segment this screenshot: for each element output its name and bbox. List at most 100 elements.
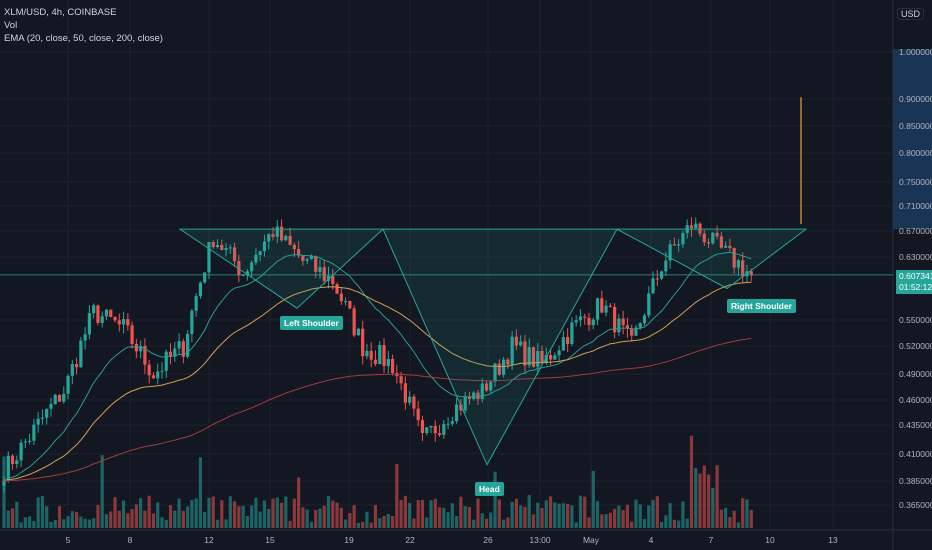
volume-bar-155 (664, 515, 668, 528)
volume-bar-9 (40, 496, 45, 528)
volume-bar-173 (741, 498, 745, 528)
left-shoulder-label: Left Shoulder (280, 316, 343, 330)
candle-158 (677, 239, 681, 252)
candle-66 (284, 234, 288, 242)
candle-18 (79, 336, 83, 368)
volume-bar-43 (186, 506, 190, 528)
volume-bar-90 (386, 514, 390, 528)
volume-bar-45 (194, 498, 198, 528)
candle-20 (87, 305, 91, 340)
current-price-value: 0.607341 (899, 271, 932, 281)
candle-body-11 (49, 404, 53, 409)
candle-107 (459, 399, 463, 416)
volume-bar-56 (241, 505, 245, 528)
volume-bar-115 (493, 471, 497, 528)
candle-59 (254, 248, 258, 265)
candle-body-164 (702, 233, 706, 243)
candle-body-168 (719, 236, 723, 248)
volume-bar-88 (378, 518, 382, 528)
candle-body-109 (467, 396, 472, 399)
candle-103 (442, 420, 446, 439)
candle-body-8 (36, 418, 40, 425)
candle-147 (630, 324, 634, 342)
volume-legend[interactable]: Vol (4, 20, 18, 31)
volume-bar-2 (10, 508, 15, 528)
x-tick-0: 5 (66, 535, 71, 545)
candle-54 (232, 242, 237, 267)
volume-bar-1 (6, 510, 10, 528)
volume-bar-8 (36, 497, 40, 528)
candle-138 (591, 317, 595, 330)
y-tick-12: 0.800000 (899, 148, 932, 158)
candle-134 (574, 315, 578, 327)
chart-legend: XLM/USD, 4h, COINBASE Vol EMA (20, close… (4, 6, 163, 45)
volume-bar-114 (489, 512, 493, 528)
candle-24 (104, 309, 109, 320)
candle-53 (228, 244, 232, 254)
candle-body-126 (540, 351, 544, 364)
candle-body-141 (604, 305, 608, 313)
candle-80 (344, 297, 348, 306)
currency-badge[interactable]: USD (896, 8, 924, 20)
y-tick-6: 0.520000 (899, 341, 932, 351)
volume-bar-161 (689, 435, 694, 528)
candle-body-121 (519, 341, 523, 346)
candle-74 (318, 259, 322, 279)
volume-bar-44 (190, 499, 194, 528)
candle-148 (634, 324, 638, 337)
candle-body-35 (151, 375, 156, 379)
candle-body-133 (570, 322, 574, 344)
candle-body-161 (689, 225, 694, 229)
candle-133 (570, 317, 574, 346)
candle-body-37 (160, 370, 164, 372)
candle-129 (553, 352, 557, 360)
volume-bar-12 (53, 519, 57, 528)
volume-bar-57 (245, 515, 249, 528)
volume-bar-76 (326, 496, 331, 528)
candle-body-147 (630, 328, 634, 336)
candle-body-115 (493, 363, 497, 382)
candle-body-119 (510, 336, 514, 365)
volume-bar-13 (57, 506, 62, 528)
volume-bar-109 (467, 507, 472, 528)
volume-bar-73 (314, 509, 318, 528)
ema-legend[interactable]: EMA (20, close, 50, close, 200, close) (4, 33, 163, 44)
x-tick-2: 12 (204, 535, 214, 545)
x-tick-8: May (583, 535, 600, 545)
candle-body-128 (548, 355, 553, 360)
volume-bar-69 (297, 477, 301, 528)
x-tick-10: 7 (709, 535, 714, 545)
volume-bar-34 (147, 495, 151, 528)
volume-bar-132 (566, 503, 570, 528)
candle-body-107 (459, 404, 463, 411)
candle-body-12 (53, 394, 57, 405)
candle-130 (557, 345, 561, 362)
candle-body-100 (429, 425, 433, 428)
candle-body-150 (642, 315, 647, 324)
symbol-legend[interactable]: XLM/USD, 4h, COINBASE (4, 7, 117, 18)
candle-166 (711, 231, 715, 245)
candle-173 (741, 252, 745, 284)
volume-bar-87 (373, 505, 378, 528)
candle-body-56 (241, 275, 245, 277)
candle-body-30 (130, 325, 134, 344)
candle-body-79 (339, 293, 343, 302)
volume-bar-23 (100, 455, 104, 528)
candle-body-125 (536, 351, 540, 367)
volume-bar-127 (544, 500, 548, 528)
candle-73 (314, 255, 318, 278)
candle-body-68 (292, 244, 296, 250)
candle-body-62 (267, 234, 271, 242)
volume-bar-148 (634, 499, 638, 528)
candle-body-78 (335, 284, 339, 294)
volume-bar-14 (62, 519, 66, 528)
candle-120 (514, 329, 518, 351)
candle-9 (40, 409, 45, 425)
volume-bar-39 (168, 505, 173, 528)
candle-29 (126, 313, 130, 331)
candle-body-52 (224, 248, 228, 251)
candle-118 (506, 357, 510, 369)
candle-body-116 (497, 363, 501, 375)
